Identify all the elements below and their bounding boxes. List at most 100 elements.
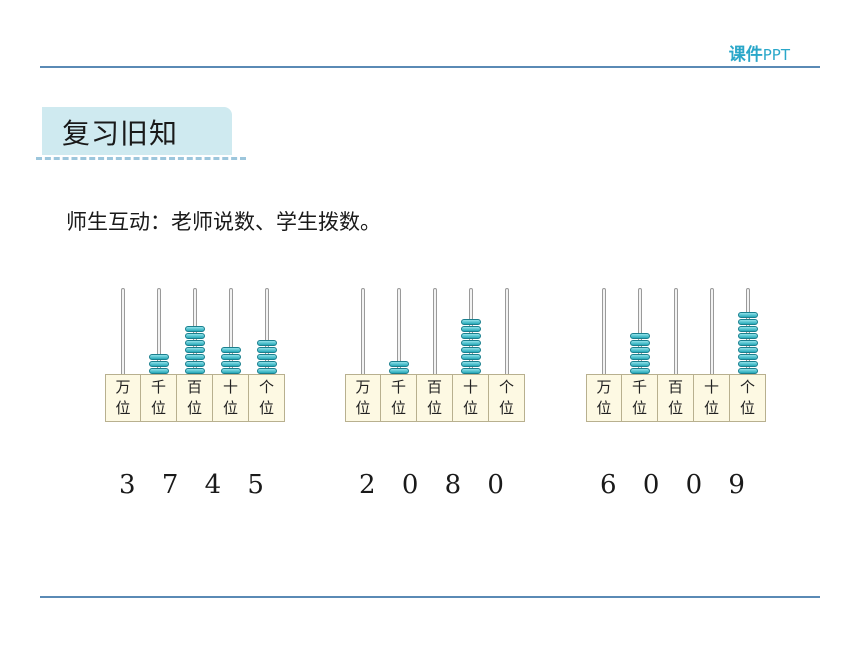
place-value-char: 百 bbox=[667, 378, 683, 396]
header-divider bbox=[40, 66, 820, 68]
brand-bold-text: 课件 bbox=[728, 45, 763, 65]
abacus-bead bbox=[630, 347, 650, 353]
place-value-char: 十 bbox=[222, 378, 238, 396]
place-value-char: 位 bbox=[667, 399, 683, 417]
place-value-char: 位 bbox=[258, 399, 274, 417]
abacus-bead bbox=[185, 368, 205, 374]
place-value-char: 十 bbox=[703, 378, 719, 396]
place-value-char: 千 bbox=[390, 378, 406, 396]
abacus-bead bbox=[461, 326, 481, 332]
abacus-bead bbox=[738, 326, 758, 332]
abacus-bead bbox=[149, 368, 169, 374]
abacus-bead bbox=[630, 333, 650, 339]
place-value-cell: 十位 bbox=[694, 374, 730, 422]
abacus-bead bbox=[185, 326, 205, 332]
abacus-rod bbox=[710, 288, 714, 376]
abacus-bead bbox=[630, 340, 650, 346]
place-value-char: 千 bbox=[150, 378, 166, 396]
abacus-bead bbox=[738, 361, 758, 367]
place-value-char: 位 bbox=[739, 399, 755, 417]
place-value-cell: 百位 bbox=[177, 374, 213, 422]
abacus-bead bbox=[185, 347, 205, 353]
place-value-cell: 个位 bbox=[730, 374, 766, 422]
abacus-bead bbox=[461, 319, 481, 325]
place-value-char: 千 bbox=[631, 378, 647, 396]
place-value-char: 万 bbox=[115, 378, 131, 396]
intro-text: 师生互动：老师说数、学生拨数。 bbox=[66, 210, 381, 234]
abacus-bead bbox=[389, 361, 409, 367]
place-value-char: 个 bbox=[498, 378, 514, 396]
abacus-rod bbox=[602, 288, 606, 376]
abacus: 万位千位百位十位个位 bbox=[586, 285, 768, 425]
abacus-bead bbox=[149, 361, 169, 367]
place-value-cell: 千位 bbox=[381, 374, 417, 422]
place-value-labels: 万位千位百位十位个位 bbox=[105, 374, 285, 422]
abacus-bead bbox=[461, 361, 481, 367]
abacus-bead bbox=[257, 361, 277, 367]
place-value-labels: 万位千位百位十位个位 bbox=[345, 374, 525, 422]
abacus-bead bbox=[257, 347, 277, 353]
place-value-cell: 万位 bbox=[586, 374, 622, 422]
place-value-cell: 十位 bbox=[453, 374, 489, 422]
place-value-cell: 万位 bbox=[105, 374, 141, 422]
abacus-number: 6 0 0 9 bbox=[600, 470, 754, 500]
place-value-char: 位 bbox=[355, 399, 371, 417]
section-dashed-underline bbox=[36, 157, 246, 160]
place-value-cell: 百位 bbox=[417, 374, 453, 422]
place-value-char: 万 bbox=[596, 378, 612, 396]
abacus-bead bbox=[461, 333, 481, 339]
section-tab bbox=[42, 107, 232, 155]
abacus-bead bbox=[738, 312, 758, 318]
place-value-cell: 百位 bbox=[658, 374, 694, 422]
place-value-cell: 千位 bbox=[622, 374, 658, 422]
place-value-cell: 千位 bbox=[141, 374, 177, 422]
abacus-bead bbox=[221, 354, 241, 360]
abacus-bead bbox=[257, 340, 277, 346]
abacus-bead bbox=[185, 333, 205, 339]
abacus-bead bbox=[738, 333, 758, 339]
abacus-bead bbox=[738, 354, 758, 360]
abacus-bead bbox=[221, 347, 241, 353]
abacus-bead bbox=[738, 340, 758, 346]
place-value-char: 百 bbox=[186, 378, 202, 396]
abacus-bead bbox=[221, 368, 241, 374]
brand-ppt-text: PPT bbox=[762, 46, 790, 64]
place-value-char: 位 bbox=[498, 399, 514, 417]
place-value-char: 位 bbox=[186, 399, 202, 417]
place-value-char: 位 bbox=[115, 399, 131, 417]
place-value-char: 位 bbox=[596, 399, 612, 417]
abacus-bead bbox=[461, 340, 481, 346]
abacus: 万位千位百位十位个位 bbox=[105, 285, 287, 425]
abacus-bead bbox=[389, 368, 409, 374]
place-value-char: 百 bbox=[426, 378, 442, 396]
place-value-char: 位 bbox=[426, 399, 442, 417]
abacus-bead bbox=[630, 354, 650, 360]
abacus-rod bbox=[505, 288, 509, 376]
abacus-bead bbox=[738, 347, 758, 353]
abacus-bead bbox=[461, 368, 481, 374]
place-value-char: 万 bbox=[355, 378, 371, 396]
abacus-number: 3 7 4 5 bbox=[119, 470, 273, 500]
place-value-cell: 个位 bbox=[249, 374, 285, 422]
abacus-bead bbox=[185, 361, 205, 367]
abacus-rod bbox=[433, 288, 437, 376]
place-value-char: 位 bbox=[150, 399, 166, 417]
abacus-rod bbox=[121, 288, 125, 376]
place-value-cell: 万位 bbox=[345, 374, 381, 422]
place-value-char: 位 bbox=[703, 399, 719, 417]
abacus-rod bbox=[361, 288, 365, 376]
place-value-char: 位 bbox=[222, 399, 238, 417]
abacus-bead bbox=[185, 340, 205, 346]
abacus-bead bbox=[149, 354, 169, 360]
brand-logo: 课件PPT bbox=[729, 40, 790, 65]
place-value-char: 位 bbox=[462, 399, 478, 417]
abacus-bead bbox=[630, 368, 650, 374]
place-value-char: 个 bbox=[258, 378, 274, 396]
abacus-bead bbox=[738, 319, 758, 325]
place-value-cell: 十位 bbox=[213, 374, 249, 422]
abacus-bead bbox=[630, 361, 650, 367]
place-value-char: 十 bbox=[462, 378, 478, 396]
abacus-number: 2 0 8 0 bbox=[359, 470, 513, 500]
abacus-bead bbox=[461, 354, 481, 360]
abacus-bead bbox=[185, 354, 205, 360]
